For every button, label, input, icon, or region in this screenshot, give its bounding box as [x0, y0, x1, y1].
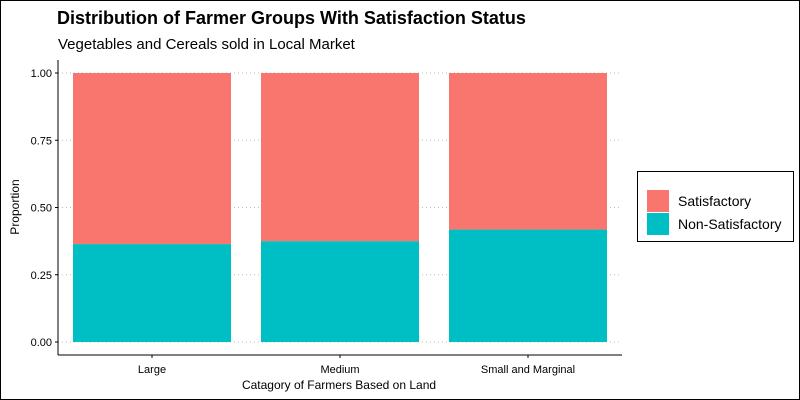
legend-swatch-non-satisfactory	[647, 213, 669, 235]
chart-subtitle: Vegetables and Cereals sold in Local Mar…	[58, 36, 355, 53]
legend-swatch-satisfactory	[647, 190, 669, 212]
y-axis-ticks: 0.00 0.25 0.50 0.75 1.00	[31, 68, 58, 349]
y-tick-label: 0.50	[31, 203, 52, 215]
legend-label-non-satisfactory: Non-Satisfactory	[678, 216, 782, 232]
bar-non-satisfactory-medium	[261, 241, 419, 342]
bar-satisfactory-large	[73, 73, 231, 245]
x-tick-label: Medium	[320, 364, 359, 376]
legend-item-satisfactory: Satisfactory	[647, 189, 751, 213]
y-tick-label: 0.00	[31, 337, 52, 349]
y-axis-label: Proportion	[8, 179, 22, 234]
y-tick-label: 1.00	[31, 68, 52, 80]
y-tick-label: 0.75	[31, 135, 52, 147]
bar-non-satisfactory-large	[73, 244, 231, 342]
legend-item-non-satisfactory: Non-Satisfactory	[647, 212, 781, 236]
x-axis-ticks: Large Medium Small and Marginal	[138, 355, 575, 376]
bar-satisfactory-small-and-marginal	[449, 73, 607, 230]
bar-satisfactory-medium	[261, 73, 419, 242]
x-tick-label: Small and Marginal	[481, 364, 575, 376]
legend: Satisfactory Non-Satisfactory	[637, 171, 794, 242]
y-tick-label: 0.25	[31, 270, 52, 282]
x-tick-label: Large	[138, 364, 166, 376]
bars	[73, 73, 607, 342]
x-axis-label: Catagory of Farmers Based on Land	[242, 378, 436, 392]
legend-label-satisfactory: Satisfactory	[678, 193, 752, 209]
chart-title: Distribution of Farmer Groups With Satis…	[57, 8, 526, 28]
bar-non-satisfactory-small-and-marginal	[449, 229, 607, 342]
